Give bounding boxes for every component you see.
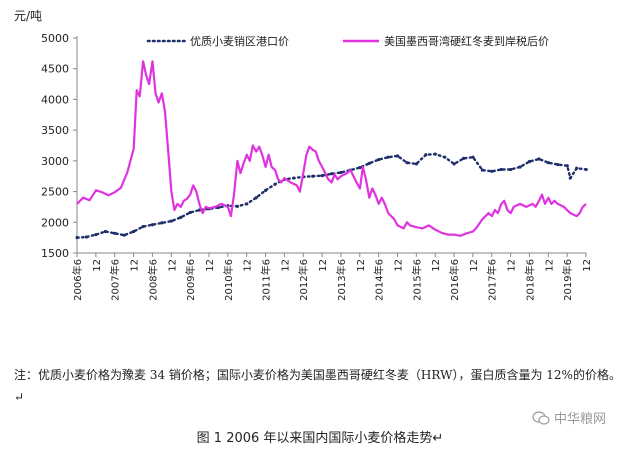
y-tick-label: 4000 bbox=[41, 93, 69, 106]
chart-note: 注：优质小麦价格为豫麦 34 销价格；国际小麦价格为美国墨西哥硬红冬麦（HRW）… bbox=[14, 368, 621, 404]
x-tick-label: 2011年6 bbox=[260, 259, 273, 301]
x-tick-label: 2017年6 bbox=[486, 259, 499, 301]
domestic-price-line bbox=[75, 152, 588, 239]
x-tick-label: 2012年6 bbox=[297, 259, 310, 301]
x-tick-label: 2007年6 bbox=[109, 259, 122, 301]
x-tick-label: 2015年6 bbox=[410, 259, 423, 301]
y-tick-label: 2000 bbox=[41, 216, 69, 229]
x-tick-label: 12 bbox=[205, 259, 216, 272]
x-tick-label: 2009年6 bbox=[184, 259, 197, 301]
x-tick-label: 2013年6 bbox=[335, 259, 348, 301]
x-tick-label: 12 bbox=[280, 259, 291, 272]
y-tick-label: 5000 bbox=[41, 32, 69, 45]
x-tick-label: 12 bbox=[431, 259, 442, 272]
x-tick-label: 12 bbox=[507, 259, 518, 272]
x-tick-label: 12 bbox=[544, 259, 555, 272]
x-tick-label: 2006年6 bbox=[71, 259, 84, 301]
watermark: 中华粮网 bbox=[532, 408, 606, 427]
wechat-icon bbox=[532, 410, 550, 425]
watermark-text: 中华粮网 bbox=[554, 412, 607, 427]
x-tick-label: 2016年6 bbox=[448, 259, 461, 301]
import-price-line bbox=[76, 60, 587, 237]
x-tick-label: 12 bbox=[130, 259, 141, 272]
domestic-price-series bbox=[75, 152, 588, 240]
y-tick-label: 3000 bbox=[41, 155, 69, 168]
x-tick-label: 12 bbox=[356, 259, 367, 272]
x-tick-label: 12 bbox=[582, 259, 593, 272]
x-tick-label: 12 bbox=[393, 259, 404, 272]
price-chart: 1500 2000 2500 3000 3500 4000 4500 5000 2006年6 12… bbox=[41, 32, 593, 301]
y-axis-unit: 元/吨 bbox=[14, 9, 43, 23]
x-tick-label: 2010年6 bbox=[222, 259, 235, 301]
x-tick-label: 12 bbox=[469, 259, 480, 272]
figure-caption: 图 1 2006 年以来国内国际小麦价格走势↵ bbox=[196, 431, 444, 446]
y-tick-label: 4500 bbox=[41, 63, 69, 76]
x-tick-label: 12 bbox=[92, 259, 103, 272]
x-tick-label: 2008年6 bbox=[146, 259, 159, 301]
y-tick-label: 1500 bbox=[41, 247, 69, 260]
x-tick-label: 12 bbox=[243, 259, 254, 272]
y-tick-label: 2500 bbox=[41, 186, 69, 199]
x-tick-label: 2019年6 bbox=[561, 259, 574, 301]
x-tick-label: 2014年6 bbox=[373, 259, 386, 301]
x-tick-label: 2018年6 bbox=[523, 259, 536, 301]
legend-import-label: 美国墨西哥湾硬红冬麦到岸税后价 bbox=[384, 34, 549, 48]
x-tick-label: 12 bbox=[318, 259, 329, 272]
y-tick-label: 3500 bbox=[41, 124, 69, 137]
x-tick-label: 12 bbox=[167, 259, 178, 272]
legend-domestic-label: 优质小麦销区港口价 bbox=[190, 34, 289, 48]
